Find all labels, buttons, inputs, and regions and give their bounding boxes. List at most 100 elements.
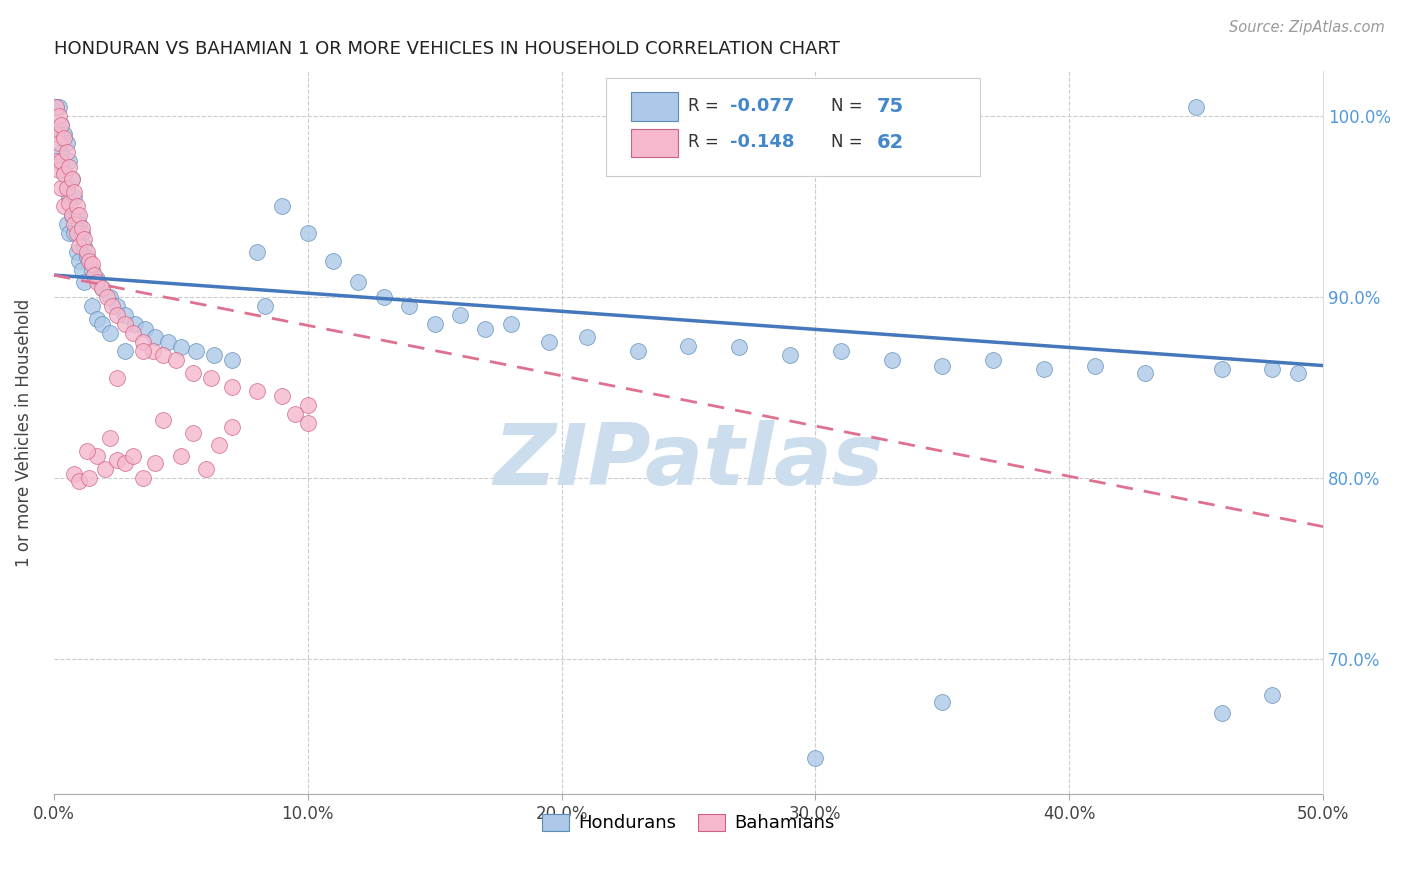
Point: [1084, 359, 1107, 373]
Point: [79, 471, 101, 485]
Point: [83, 268, 105, 282]
Point: [51, 118, 73, 132]
Point: [131, 471, 153, 485]
Point: [58, 227, 80, 241]
Point: [165, 353, 187, 368]
Point: [221, 380, 243, 394]
Point: [221, 353, 243, 368]
Point: [246, 244, 269, 259]
Point: [145, 329, 167, 343]
Point: [48, 154, 70, 169]
Point: [142, 344, 165, 359]
Point: [91, 281, 114, 295]
Point: [70, 227, 93, 241]
Point: [1211, 706, 1233, 720]
FancyBboxPatch shape: [606, 78, 980, 176]
Point: [284, 408, 307, 422]
Point: [114, 456, 136, 470]
Point: [67, 475, 90, 489]
Point: [575, 329, 598, 343]
Point: [98, 326, 121, 340]
Point: [200, 371, 222, 385]
Point: [58, 154, 80, 169]
Point: [51, 118, 73, 132]
Point: [80, 262, 103, 277]
Point: [51, 145, 73, 159]
Point: [96, 290, 118, 304]
Point: [183, 366, 205, 380]
Point: [91, 317, 114, 331]
Point: [152, 348, 174, 362]
Point: [183, 425, 205, 440]
Point: [121, 449, 143, 463]
Point: [347, 276, 370, 290]
Point: [67, 208, 90, 222]
Point: [804, 751, 827, 765]
Point: [63, 190, 86, 204]
Text: -0.077: -0.077: [730, 97, 794, 115]
Point: [124, 317, 146, 331]
Point: [55, 145, 77, 159]
Point: [55, 218, 77, 232]
Point: [63, 227, 86, 241]
Point: [398, 299, 420, 313]
Point: [86, 311, 108, 326]
Point: [55, 136, 77, 150]
Legend: Hondurans, Bahamians: Hondurans, Bahamians: [536, 806, 842, 839]
Text: HONDURAN VS BAHAMIAN 1 OR MORE VEHICLES IN HOUSEHOLD CORRELATION CHART: HONDURAN VS BAHAMIAN 1 OR MORE VEHICLES …: [53, 40, 839, 58]
Point: [678, 339, 700, 353]
Point: [66, 227, 89, 241]
Point: [67, 239, 90, 253]
Point: [101, 299, 124, 313]
Point: [322, 253, 344, 268]
Point: [195, 461, 218, 475]
Point: [297, 227, 319, 241]
Point: [105, 452, 128, 467]
Point: [53, 199, 76, 213]
Point: [53, 130, 76, 145]
Point: [830, 344, 852, 359]
Point: [66, 199, 89, 213]
Point: [80, 257, 103, 271]
Point: [63, 467, 86, 482]
Point: [114, 308, 136, 322]
Point: [931, 359, 953, 373]
Point: [53, 127, 76, 141]
Point: [48, 100, 70, 114]
Point: [45, 154, 67, 169]
Point: [86, 271, 108, 285]
Point: [253, 299, 276, 313]
Point: [105, 308, 128, 322]
Point: [373, 290, 395, 304]
Point: [60, 208, 83, 222]
Point: [58, 190, 80, 204]
Point: [202, 348, 225, 362]
Point: [114, 317, 136, 331]
Point: [728, 341, 751, 355]
Point: [66, 208, 89, 222]
Point: [45, 127, 67, 141]
Point: [449, 308, 471, 322]
Point: [79, 253, 101, 268]
Point: [48, 109, 70, 123]
Point: [931, 695, 953, 709]
Point: [67, 218, 90, 232]
Text: Source: ZipAtlas.com: Source: ZipAtlas.com: [1229, 20, 1385, 35]
Point: [170, 449, 193, 463]
Point: [208, 438, 231, 452]
Point: [145, 456, 167, 470]
Text: -0.148: -0.148: [730, 133, 794, 152]
Point: [73, 276, 96, 290]
Point: [73, 232, 96, 246]
Point: [91, 281, 114, 295]
Point: [246, 384, 269, 398]
Point: [114, 344, 136, 359]
Point: [58, 195, 80, 210]
FancyBboxPatch shape: [631, 93, 678, 120]
Point: [58, 160, 80, 174]
Point: [880, 353, 903, 368]
FancyBboxPatch shape: [631, 128, 678, 157]
Point: [184, 344, 207, 359]
Point: [499, 317, 522, 331]
Point: [53, 167, 76, 181]
